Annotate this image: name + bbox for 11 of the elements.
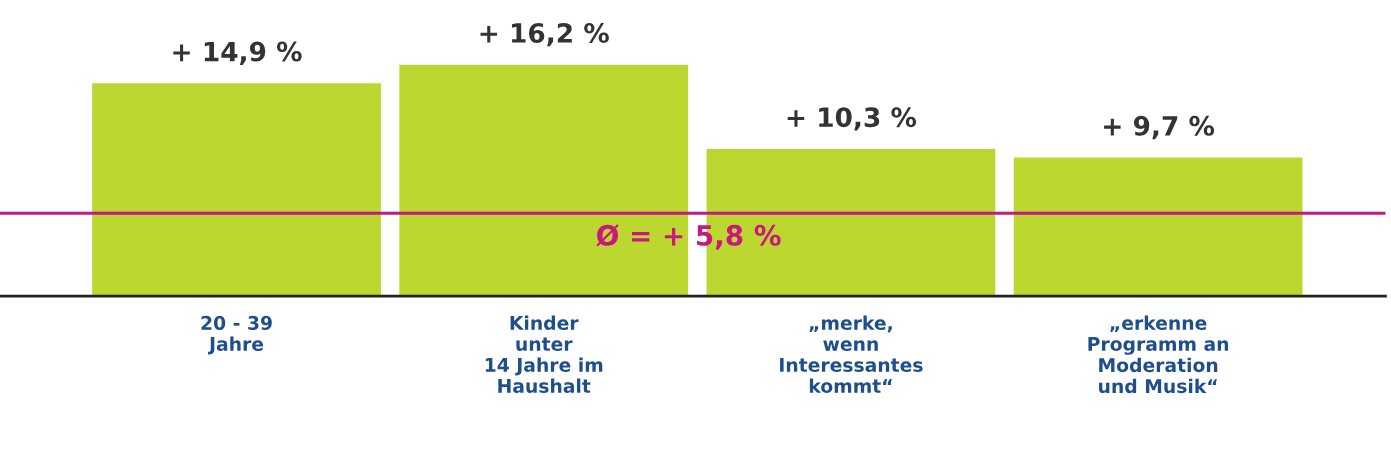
data-label: + 16,2 %: [480, 23, 609, 47]
x-tick-label: 20 - 39 Jahre: [201, 315, 272, 355]
data-label: + 9,7 %: [1104, 115, 1215, 140]
x-tick-label: „merke, wenn Interessantes kommt“: [780, 315, 923, 394]
x-tick-label: Kinder unter 14 Jahre im Haushalt: [485, 315, 603, 394]
data-label: + 14,9 %: [173, 41, 302, 65]
bar: [399, 64, 689, 297]
x-tick-label: „erkenne Programm an Moderation und Musik“: [1088, 315, 1229, 394]
bar: [92, 83, 381, 297]
data-label: + 10,3 %: [787, 107, 917, 131]
bar: [1013, 157, 1303, 297]
